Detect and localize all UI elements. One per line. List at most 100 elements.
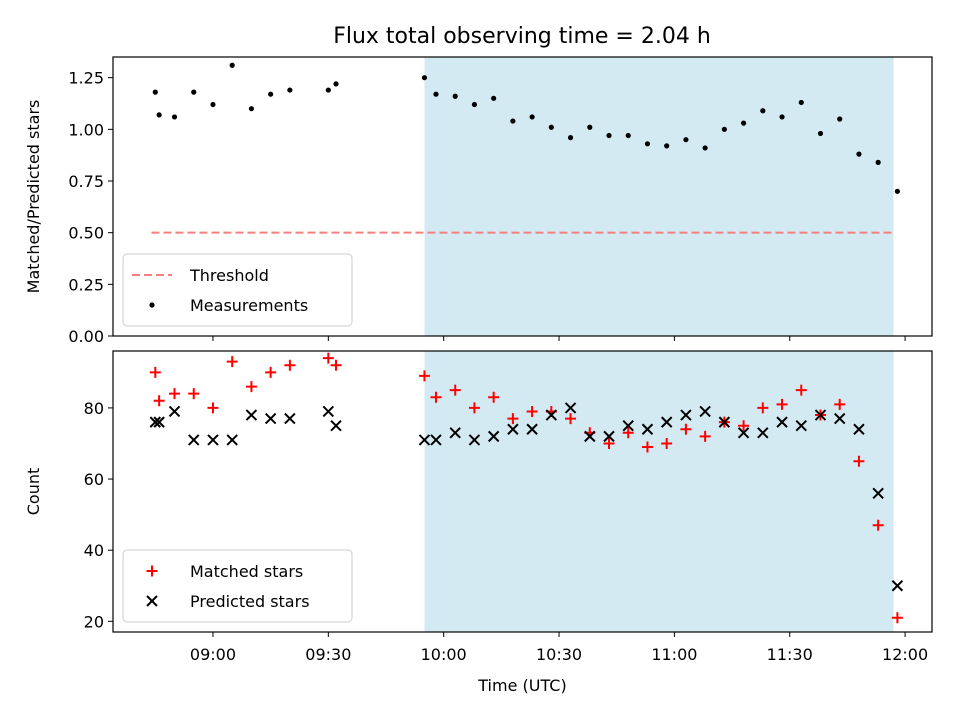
matched-point	[603, 437, 615, 449]
predicted-point	[545, 409, 558, 421]
legend: Matched stars Predicted stars	[122, 549, 353, 623]
predicted-point	[153, 416, 165, 428]
measurement-point	[510, 118, 516, 124]
y-tick-label: 0.00	[68, 327, 104, 346]
panel-ratio: 0.00 0.25 0.50 0.75 1.00 1.25 Matched/Predicte…	[24, 56, 933, 346]
measurement-point	[798, 99, 804, 106]
predicted-point	[853, 423, 865, 435]
axes-frame	[112, 56, 933, 337]
y-tick-label: 80	[84, 399, 104, 418]
matched-point	[449, 384, 461, 396]
predicted-point	[718, 416, 731, 428]
predicted-point	[680, 409, 692, 421]
predicted-point	[507, 423, 519, 435]
predicted-point	[622, 419, 634, 432]
legend-label: Threshold	[189, 266, 269, 285]
matched-point	[872, 519, 884, 531]
x-tick-label: 10:00	[421, 645, 467, 664]
measurement-point	[644, 141, 651, 147]
predicted-point	[660, 416, 673, 428]
measurement-point	[248, 106, 255, 112]
predicted-point	[737, 427, 750, 439]
matched-point	[622, 427, 634, 439]
measurement-point	[229, 62, 235, 68]
predicted-point	[188, 434, 200, 446]
predicted-point	[584, 430, 596, 443]
matched-point	[207, 402, 219, 414]
x-axis-label: Time (UTC)	[477, 676, 566, 695]
measurement-point	[567, 135, 574, 141]
legend-predicted-swatch	[146, 595, 158, 607]
measurement-point	[433, 91, 439, 97]
measurement-point	[856, 151, 862, 157]
predicted-point	[149, 416, 162, 428]
predicted-point	[834, 412, 846, 425]
y-axis-label: Count	[24, 468, 43, 516]
measurement-point	[702, 145, 708, 151]
series-measurements	[152, 62, 900, 194]
predicted-point	[226, 434, 238, 446]
predicted-point	[795, 419, 807, 432]
measurement-point	[894, 188, 900, 194]
measurement-point	[325, 87, 331, 93]
observing-window-region	[424, 57, 894, 336]
x-tick-label: 09:30	[305, 645, 351, 664]
predicted-point	[168, 405, 181, 418]
measurement-point	[683, 137, 689, 143]
matched-point	[565, 413, 577, 425]
legend: Threshold Measurements	[122, 253, 353, 327]
y-axis-label: Matched/Predicted stars	[24, 100, 43, 294]
y-tick-label: 0.75	[68, 172, 104, 191]
predicted-point	[245, 409, 258, 421]
matched-point	[188, 388, 200, 400]
matched-point	[284, 359, 296, 371]
matched-point	[661, 437, 673, 449]
legend-box	[122, 549, 353, 623]
predicted-point	[699, 405, 711, 418]
measurement-point	[721, 126, 727, 132]
measurement-point	[606, 132, 612, 139]
measurement-point	[491, 95, 497, 101]
y-tick-label: 1.25	[68, 69, 104, 88]
measurement-point	[740, 120, 747, 126]
predicted-point	[322, 405, 335, 418]
predicted-point	[564, 402, 577, 414]
matched-point	[795, 384, 807, 396]
predicted-point	[776, 416, 788, 428]
predicted-point	[330, 419, 342, 432]
matched-point	[891, 612, 903, 624]
y-tick-label: 20	[84, 612, 104, 631]
measurement-point	[529, 114, 535, 120]
measurement-point	[333, 81, 339, 87]
matched-point	[641, 441, 653, 453]
predicted-point	[814, 409, 827, 421]
x-tick-label: 12:00	[882, 645, 928, 664]
predicted-point	[284, 412, 296, 425]
legend-label: Matched stars	[190, 562, 303, 581]
matched-point	[507, 413, 519, 425]
matched-point	[488, 391, 500, 403]
series-matched-stars	[149, 352, 903, 624]
measurement-point	[837, 116, 843, 122]
predicted-point	[449, 427, 461, 439]
matched-point	[776, 398, 788, 410]
matched-point	[418, 370, 430, 382]
measurement-point	[191, 89, 197, 95]
legend-matched-swatch	[146, 565, 158, 577]
measurement-point	[152, 89, 158, 95]
measurement-point	[664, 143, 670, 149]
predicted-point	[487, 430, 500, 443]
matched-point	[853, 455, 865, 467]
matched-point	[834, 398, 846, 410]
matched-point	[699, 430, 711, 442]
predicted-point	[757, 427, 769, 439]
matched-point	[330, 359, 342, 371]
x-tick-label: 11:30	[767, 645, 813, 664]
predicted-point	[872, 487, 884, 499]
y-tick-label: 0.25	[68, 275, 104, 294]
measurement-point	[171, 114, 178, 120]
measurement-point	[817, 130, 824, 137]
predicted-point	[603, 430, 615, 443]
predicted-point	[526, 423, 538, 435]
